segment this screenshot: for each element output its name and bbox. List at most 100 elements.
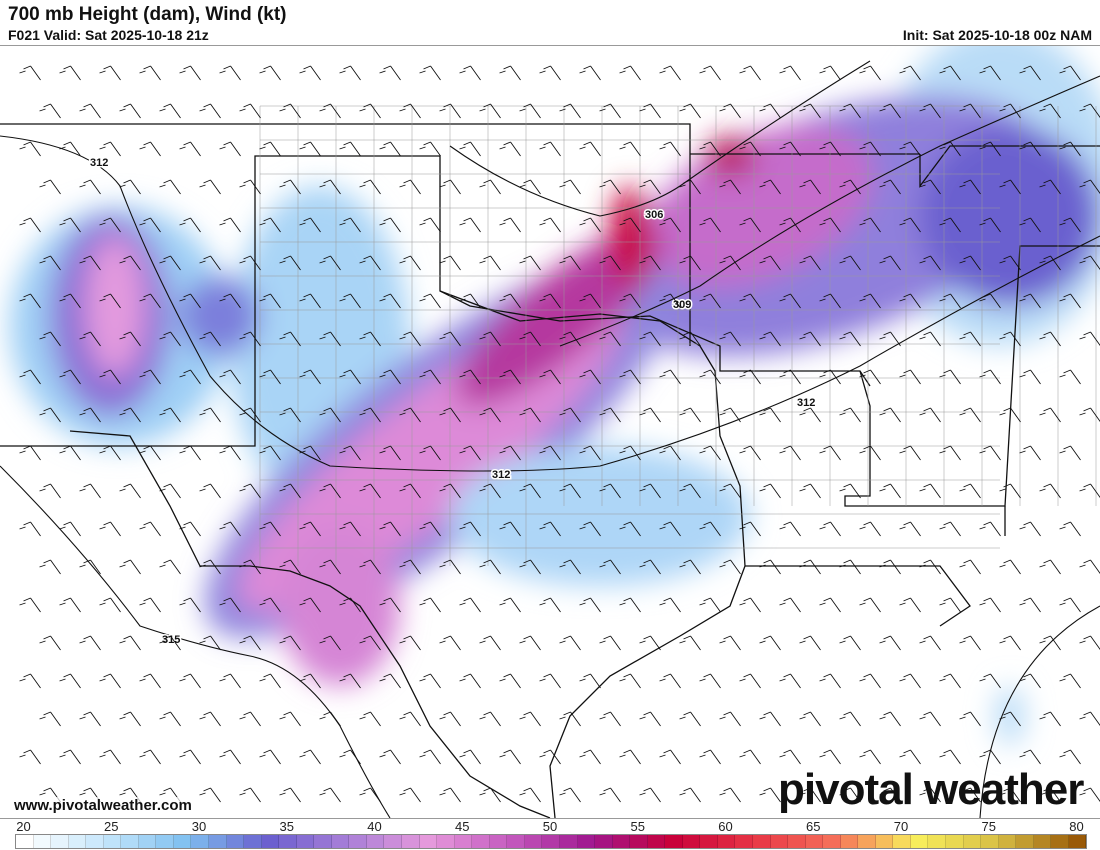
- wind-barb: [1079, 331, 1100, 347]
- wind-barb: [59, 749, 81, 765]
- wind-barb: [79, 635, 101, 651]
- wind-barb: [399, 179, 421, 195]
- wind-barb: [419, 369, 441, 385]
- colorbar-swatch: [419, 835, 438, 848]
- wind-barb: [259, 445, 281, 461]
- wind-barb: [219, 293, 241, 309]
- wind-barb: [99, 445, 121, 461]
- wind-barb: [499, 673, 521, 689]
- colorbar-swatch: [981, 835, 999, 848]
- wind-barb: [419, 217, 441, 233]
- wind-barb: [279, 407, 301, 423]
- colorbar-swatch: [349, 835, 367, 848]
- wind-barb: [299, 445, 321, 461]
- colorbar-tick-label: 50: [542, 819, 558, 834]
- wind-barb: [459, 521, 481, 537]
- contour-labels: 312 306 309 312 312 315: [89, 156, 817, 648]
- wind-barb: [359, 483, 381, 499]
- contour-label: 306: [645, 209, 663, 221]
- wind-barb: [539, 749, 561, 765]
- wind-barb: [179, 65, 201, 81]
- wind-barb: [419, 65, 441, 81]
- colorbar-swatch: [717, 835, 736, 848]
- wind-barb: [499, 65, 521, 81]
- colorbar-swatch: [331, 835, 350, 848]
- wind-barb: [819, 141, 841, 157]
- wind-barb: [179, 673, 201, 689]
- wind-barb: [559, 331, 581, 347]
- wind-barb: [999, 787, 1021, 803]
- wind-barb: [179, 445, 201, 461]
- wind-barb: [379, 217, 401, 233]
- wind-barb: [959, 711, 981, 727]
- wind-barb: [1039, 331, 1061, 347]
- wind-barb: [599, 331, 621, 347]
- wind-barb: [219, 521, 241, 537]
- wind-barb: [259, 673, 281, 689]
- colorbar-swatch: [86, 835, 104, 848]
- colorbar-swatch: [507, 835, 525, 848]
- wind-barb: [379, 65, 401, 81]
- wind-barb: [759, 407, 781, 423]
- colorbar-tick-label: 40: [367, 819, 382, 834]
- wind-barb: [119, 331, 141, 347]
- wind-barb: [359, 787, 381, 803]
- wind-barb: [959, 103, 981, 119]
- colorbar-swatch: [840, 835, 859, 848]
- wind-barb: [419, 445, 441, 461]
- wind-barb: [819, 369, 841, 385]
- wind-barb: [299, 65, 321, 81]
- wind-barb: [419, 521, 441, 537]
- wind-barb: [619, 141, 641, 157]
- wind-barb: [859, 597, 881, 613]
- wind-barb: [639, 255, 661, 271]
- wind-barb: [959, 331, 981, 347]
- colorbar-swatch: [1051, 835, 1069, 848]
- wind-barb: [559, 711, 581, 727]
- wind-barb: [859, 445, 881, 461]
- wind-barb: [639, 483, 661, 499]
- wind-barb: [1019, 749, 1041, 765]
- wind-barb: [559, 179, 581, 195]
- colorbar-swatch: [279, 835, 297, 848]
- wind-barb: [699, 141, 721, 157]
- wind-barb: [719, 407, 741, 423]
- wind-barb: [379, 749, 401, 765]
- wind-barb: [79, 483, 101, 499]
- wind-barb: [1079, 179, 1100, 195]
- wind-barb: [579, 749, 601, 765]
- wind-barb: [299, 293, 321, 309]
- wind-barb: [379, 293, 401, 309]
- colorbar-swatch: [472, 835, 490, 848]
- wind-barb: [719, 711, 741, 727]
- wind-barb: [979, 217, 1001, 233]
- wind-barb: [639, 711, 661, 727]
- wind-barb: [759, 483, 781, 499]
- wind-barb: [539, 141, 561, 157]
- colorbar-swatch: [16, 835, 34, 848]
- wind-barb: [119, 635, 141, 651]
- website-url[interactable]: www.pivotalweather.com: [14, 797, 192, 814]
- wind-barb: [979, 673, 1001, 689]
- wind-barb: [139, 673, 161, 689]
- wind-barb: [739, 749, 761, 765]
- wind-barb: [579, 521, 601, 537]
- wind-barb: [699, 749, 721, 765]
- wind-barb: [199, 103, 221, 119]
- wind-barb: [559, 407, 581, 423]
- wind-barb: [239, 331, 261, 347]
- wind-barb: [999, 483, 1021, 499]
- wind-barb: [599, 179, 621, 195]
- wind-barb: [1039, 179, 1061, 195]
- wind-barb: [139, 369, 161, 385]
- wind-barb: [839, 787, 861, 803]
- wind-barb: [459, 597, 481, 613]
- colorbar-swatch: [121, 835, 139, 848]
- wind-barb: [659, 141, 681, 157]
- wind-barb: [459, 749, 481, 765]
- wind-barb: [879, 179, 901, 195]
- wind-barb: [499, 141, 521, 157]
- weather-map[interactable]: 312 306 309 312 312 315: [0, 45, 1100, 819]
- wind-barb: [739, 597, 761, 613]
- wind-barb: [719, 635, 741, 651]
